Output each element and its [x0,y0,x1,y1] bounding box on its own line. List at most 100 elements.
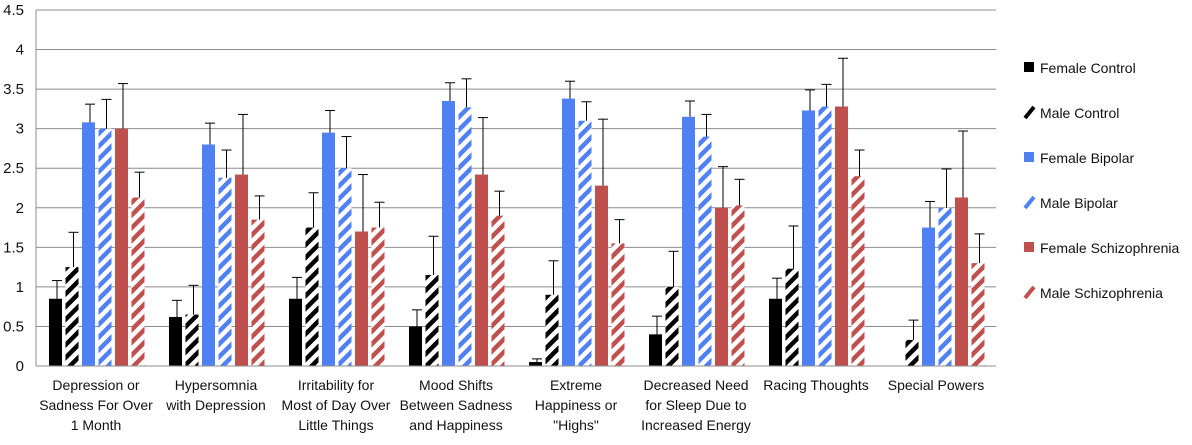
bar [611,243,625,366]
bar [202,144,215,366]
x-category-label-line: Between Sadness [400,397,513,413]
legend-label: Male Bipolar [1040,195,1118,211]
bar [425,275,439,366]
y-tick-label: 3.5 [3,81,24,98]
x-category-label-line: Increased Energy [641,417,751,433]
legend-swatch [1024,62,1034,72]
x-category-label-line: and Happiness [409,417,502,433]
x-category-label-line: Depression or [52,377,139,393]
bar [802,110,815,367]
bar [715,207,728,366]
bar [235,174,248,366]
bars [49,98,985,367]
bar [851,176,865,366]
bar [665,286,679,366]
bar [562,98,575,367]
x-category-label-line: Racing Thoughts [763,377,869,393]
bar [82,122,95,367]
bar [322,132,335,366]
bar [289,298,302,366]
x-category-label: Mood Shifts Between Sadness and Happiness [400,377,513,433]
x-category-label: Irritability for Most of Day Over Little T… [282,377,391,433]
x-category-label: Extreme Happiness or "Highs" [535,377,618,433]
bar [251,219,265,366]
x-axis-category-labels: Depression or Sadness For Over 1 Month Hype… [39,377,984,433]
bar [131,197,145,366]
bar [65,267,79,366]
bar [835,106,848,366]
y-tick-label: 1 [16,279,24,296]
bar [785,268,799,366]
axes [35,10,996,367]
x-category-label: Decreased Need for Sleep Due to Increased … [641,377,751,433]
bar [49,298,62,366]
x-category-label: Hypersomnia with Depression [165,377,266,413]
bar [458,107,472,366]
x-category-label: Depression or Sadness For Over 1 Month [39,377,153,433]
legend-swatch [1024,152,1034,162]
bar [115,128,128,366]
legend-label: Female Bipolar [1040,150,1134,166]
legend: Female Control Male Control Female Bipolar… [1023,60,1180,301]
x-category-label-line: 1 Month [71,417,122,433]
bar [769,298,782,366]
legend-label: Male Control [1040,105,1119,121]
bar [971,263,985,366]
error-bars [52,57,985,363]
x-category-label-line: Decreased Need [643,377,748,393]
legend-swatch [1023,195,1036,210]
x-category-label-line: Mood Shifts [419,377,493,393]
y-tick-label: 3 [16,121,24,138]
bar [698,136,712,366]
bar [185,314,199,366]
bar [545,294,559,366]
bar [938,207,952,366]
x-category-label: Special Powers [888,377,985,393]
x-category-label-line: Little Things [298,417,373,433]
bar [169,316,182,366]
bar [491,215,505,366]
bar [731,205,745,366]
bar [955,197,968,366]
legend-swatch [1023,285,1036,300]
bar [442,100,455,366]
y-tick-label: 1.5 [3,239,24,256]
y-axis-ticks: 0 0.5 1 1.5 2 2.5 3 3.5 4 4.5 [3,2,24,375]
y-tick-label: 0.5 [3,318,24,335]
bar [529,362,542,366]
y-tick-label: 2.5 [3,160,24,177]
legend-label: Female Control [1040,60,1136,76]
bar [682,116,695,366]
bar [409,326,422,366]
x-category-label-line: Most of Day Over [282,397,391,413]
bar [818,106,832,366]
y-tick-label: 4 [16,42,24,59]
x-category-label-line: Hypersomnia [175,377,258,393]
x-category-label-line: Irritability for [298,377,375,393]
x-category-label-line: Happiness or [535,397,618,413]
bar [595,185,608,366]
x-category-label-line: for Sleep Due to [645,397,746,413]
x-category-label-line: with Depression [165,397,266,413]
bar [355,231,368,366]
bar [338,168,352,366]
bar [922,227,935,366]
bar [218,177,232,366]
gridlines [36,9,996,327]
bar [649,334,662,366]
x-category-label: Racing Thoughts [763,377,869,393]
legend-swatch [1024,242,1034,252]
legend-label: Male Schizophrenia [1040,285,1163,301]
legend-swatch [1023,105,1036,120]
x-category-label-line: Sadness For Over [39,397,153,413]
y-tick-label: 0 [16,358,24,375]
bar [305,227,319,366]
x-category-label-line: Extreme [550,377,602,393]
bar [578,120,592,366]
x-category-label-line: Special Powers [888,377,985,393]
y-tick-label: 2 [16,200,24,217]
bar [905,339,919,366]
bar [371,227,385,366]
